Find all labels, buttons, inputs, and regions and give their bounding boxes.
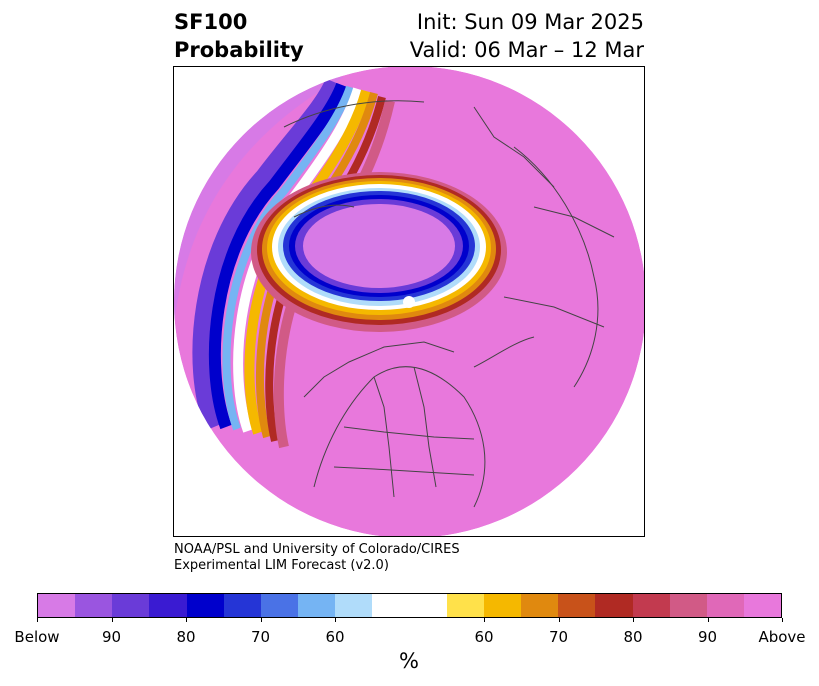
colorbar-segment — [669, 594, 707, 617]
coastlines — [283, 100, 615, 508]
colorbar-segment — [595, 594, 633, 617]
colorbar-segment — [38, 594, 76, 617]
colorbar-segment — [632, 594, 670, 617]
credit-text: NOAA/PSL and University of Colorado/CIRE… — [174, 542, 460, 574]
colorbar-segment — [372, 594, 410, 617]
colorbar-segment — [558, 594, 596, 617]
title-left: SF100 Probability — [174, 8, 304, 64]
colorbar-segment — [743, 594, 782, 617]
colorbar-tick-label: 60 — [325, 628, 345, 646]
colorbar-segment — [260, 594, 299, 617]
colorbar-tick-label: 70 — [548, 628, 569, 646]
colorbar-tick-label: 80 — [176, 628, 196, 646]
pole-marker — [403, 296, 415, 308]
colorbar-tick-mark — [782, 618, 783, 622]
polar-map — [174, 67, 644, 536]
colorbar-segment — [409, 594, 447, 617]
map-panel — [173, 66, 645, 537]
core-below — [303, 204, 455, 288]
colorbar-segment — [112, 594, 150, 617]
title-right: Init: Sun 09 Mar 2025 Valid: 06 Mar – 12… — [410, 8, 644, 64]
colorbar-tick-label: Above — [758, 628, 806, 646]
colorbar-segment — [483, 594, 522, 617]
colorbar-tick-mark — [633, 618, 634, 622]
probability-title: Probability — [174, 38, 304, 62]
colorbar-segment — [186, 594, 224, 617]
colorbar-segment — [149, 594, 187, 617]
colorbar-tick-mark — [558, 618, 560, 622]
valid-range: Valid: 06 Mar – 12 Mar — [409, 38, 644, 62]
west-band-navy — [208, 82, 348, 430]
colorbar-segment — [298, 594, 336, 617]
probability-colorbar — [37, 593, 782, 618]
colorbar-segment — [223, 594, 261, 617]
colorbar-tick-mark — [335, 618, 336, 622]
colorbar-segment — [521, 594, 559, 617]
colorbar-tick-mark — [111, 618, 113, 622]
colorbar-segment — [446, 594, 484, 617]
colorbar-tick-label: Below — [14, 628, 60, 646]
colorbar-segment — [335, 594, 373, 617]
west-band-lightblue — [222, 85, 354, 431]
colorbar-tick-mark — [186, 618, 187, 622]
colorbar-tick-label: 90 — [697, 628, 718, 646]
credit-line2: Experimental LIM Forecast (v2.0) — [174, 558, 389, 573]
init-date: Init: Sun 09 Mar 2025 — [416, 10, 644, 34]
colorbar-segment — [75, 594, 113, 617]
colorbar-segment — [706, 594, 744, 617]
colorbar-tick-mark — [707, 618, 709, 622]
colorbar-tick-label: 90 — [101, 628, 122, 646]
colorbar-tick-mark — [484, 618, 485, 622]
colorbar-tick-label: 60 — [474, 628, 494, 646]
units-label: % — [399, 649, 419, 673]
colorbar-tick-label: 70 — [250, 628, 271, 646]
colorbar-tick-mark — [260, 618, 262, 622]
variable-title: SF100 — [174, 10, 248, 34]
credit-line1: NOAA/PSL and University of Colorado/CIRE… — [174, 542, 460, 557]
colorbar-tick-mark — [37, 618, 38, 622]
colorbar-tick-label: 80 — [623, 628, 643, 646]
